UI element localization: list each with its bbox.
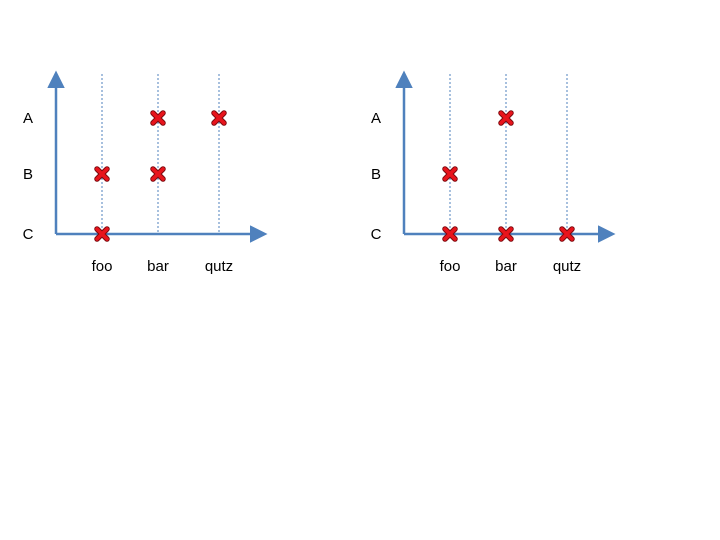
data-point-bar-a [150,110,166,126]
red-cross-icon [499,111,513,125]
y-tick-label-c: C [371,226,382,243]
x-tick-label-qutz: qutz [205,258,233,275]
x-tick-label-bar: bar [495,258,517,275]
data-point-foo-c [442,226,458,242]
data-point-bar-c [498,226,514,242]
red-cross-icon [151,167,165,181]
red-cross-icon [212,111,226,125]
y-tick-label-c: C [23,226,34,243]
x-tick-label-foo: foo [92,258,113,275]
data-point-bar-a [498,110,514,126]
data-point-qutz-a [211,110,227,126]
x-tick-label-qutz: qutz [553,258,581,275]
red-cross-icon [560,227,574,241]
x-tick-label-foo: foo [440,258,461,275]
red-cross-icon [499,227,513,241]
y-tick-label-a: A [23,110,33,127]
red-cross-icon [95,167,109,181]
data-point-bar-b [150,166,166,182]
x-tick-label-bar: bar [147,258,169,275]
red-cross-icon [443,227,457,241]
red-cross-icon [151,111,165,125]
data-point-foo-c [94,226,110,242]
data-point-qutz-c [559,226,575,242]
red-cross-icon [95,227,109,241]
data-point-foo-b [442,166,458,182]
y-tick-label-b: B [371,166,381,183]
data-point-foo-b [94,166,110,182]
y-tick-label-b: B [23,166,33,183]
red-cross-icon [443,167,457,181]
y-tick-label-a: A [371,110,381,127]
